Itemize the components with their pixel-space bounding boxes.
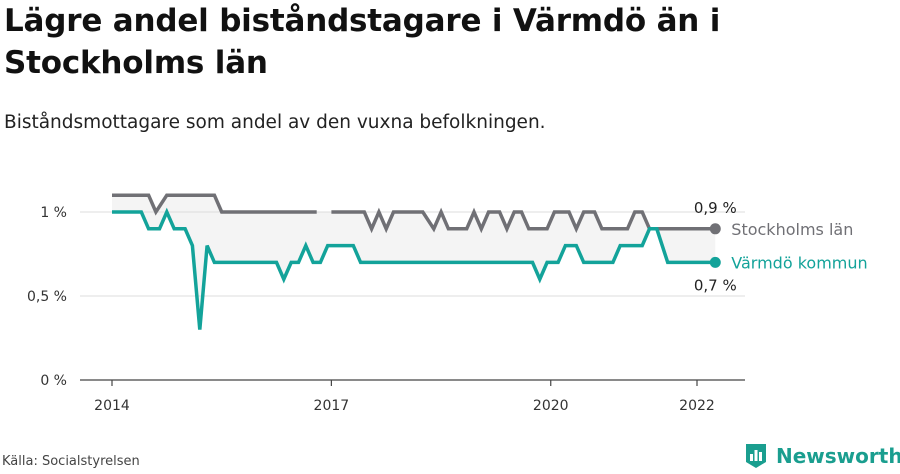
series-name-stockholm: Stockholms län <box>731 220 853 239</box>
end-value-stockholm: 0,9 % <box>694 199 737 217</box>
newsworthy-logo-icon <box>746 444 766 468</box>
end-value-varmdo: 0,7 % <box>694 276 737 294</box>
source-note: Källa: Socialstyrelsen <box>2 454 140 469</box>
x-tick-label: 2017 <box>314 398 350 414</box>
axes: 0 % 0,5 % 1 % 2014 2017 2020 2022 <box>27 205 745 414</box>
chart-subtitle: Biståndsmottagare som andel av den vuxna… <box>4 112 546 133</box>
x-tick-label: 2020 <box>533 398 569 414</box>
x-tick-label: 2014 <box>94 398 130 414</box>
y-tick-label: 0,5 % <box>27 289 67 305</box>
series-line-varmdo <box>112 207 716 330</box>
brand-name: Newsworthy <box>776 444 900 468</box>
series-name-varmdo: Värmdö kommun <box>731 253 867 272</box>
y-tick-label: 1 % <box>40 205 67 221</box>
x-tick-label: 2022 <box>679 398 715 414</box>
end-point-varmdo <box>709 256 721 268</box>
series <box>112 193 721 330</box>
series-line-stockholm <box>112 193 716 234</box>
series-labels: Stockholms län 0,9 % Värmdö kommun 0,7 % <box>694 199 868 295</box>
brand: Newsworthy <box>744 440 900 472</box>
chart-title: Lägre andel biståndstagare i Värmdö än i… <box>4 3 721 81</box>
y-tick-label: 0 % <box>40 373 67 389</box>
end-point-stockholm <box>709 223 721 235</box>
